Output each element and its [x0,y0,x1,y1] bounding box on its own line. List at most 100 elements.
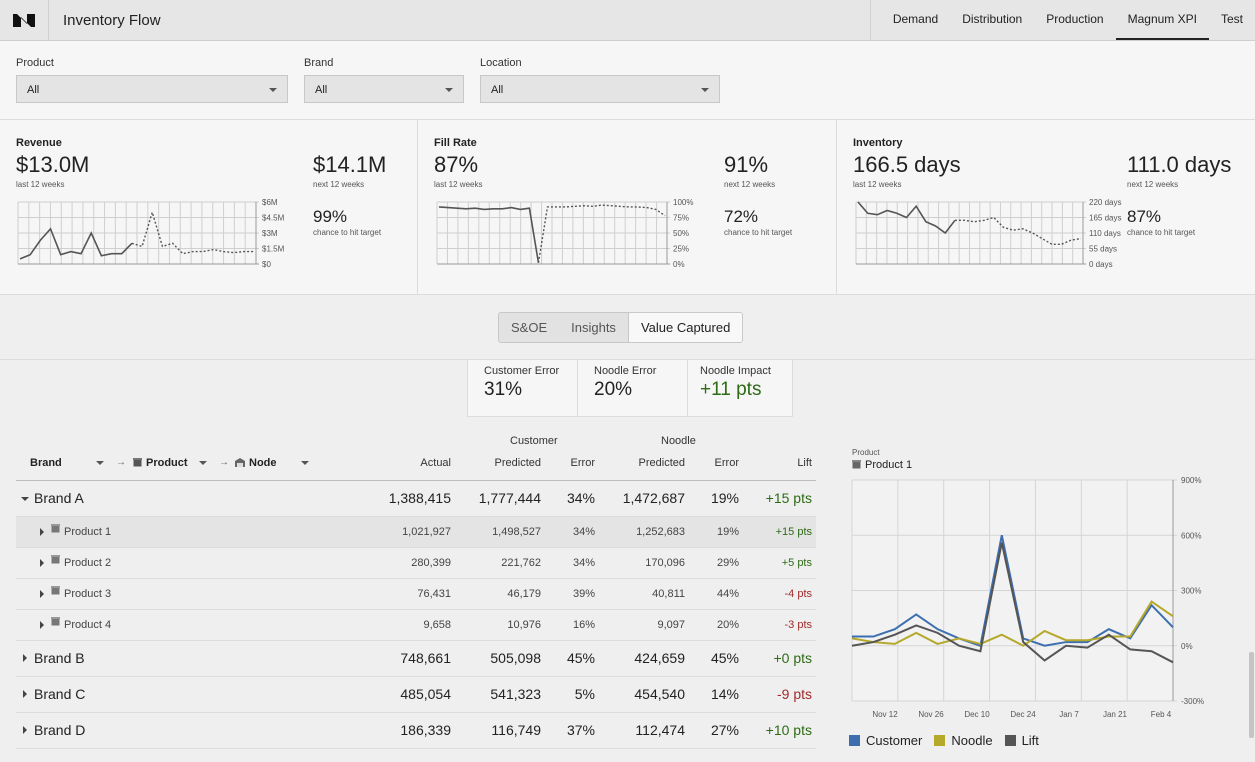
brand-row[interactable]: Brand A 1,388,415 1,777,444 34% 1,472,687 19%… [16,481,816,517]
tab-magnum-xpi[interactable]: Magnum XPI [1115,0,1209,40]
divider [0,359,1255,360]
noodle-pred-cell: 454,540 [634,686,685,702]
chevron-right-icon[interactable] [40,621,44,629]
noodle-predicted-col-header[interactable]: Predicted [638,457,685,469]
kpi-chance-label: chance to hit target [1127,228,1196,237]
summary-value: 20% [594,379,633,400]
fill-rate-sparkline: 100% 75% 50% 25% 0% [436,198,693,269]
noodle-pred-cell: 40,811 [652,588,685,600]
product-row[interactable]: Product 1 1,021,927 1,498,527 34% 1,252,683 1… [16,517,816,548]
product-select[interactable]: All [16,75,288,103]
tab-test[interactable]: Test [1220,12,1243,26]
box-icon [133,458,142,467]
customer-predicted-col-header[interactable]: Predicted [494,457,541,469]
series-line-customer [852,535,1174,648]
inventory-kpi-panel: Inventory 166.5 days last 12 weeks 111.0… [837,120,1255,295]
app-title: Inventory Flow [63,12,161,29]
row-name: Brand D [34,722,86,738]
cust-pred-cell: 46,179 [507,588,541,600]
revenue-kpi-panel: Revenue $13.0M last 12 weeks $14.1M next… [0,120,418,295]
noodle-error-col-header[interactable]: Error [714,457,739,469]
legend-customer[interactable]: Customer [849,733,922,748]
lift-cell: -4 pts [784,588,812,600]
product-row[interactable]: Product 3 76,431 46,179 39% 40,811 44% -4 pts [16,579,816,610]
arrow-right-icon: → [116,457,126,468]
actual-cell: 485,054 [400,686,451,702]
kpi-last-value: $13.0M [16,152,90,177]
chevron-right-icon[interactable] [23,690,27,698]
spark-forecast-line [954,216,1082,245]
kpi-last-value: 87% [434,152,479,177]
brand-row[interactable]: Brand D 186,339 116,749 37% 112,474 27% +10 pt… [16,713,816,749]
lift-col-header[interactable]: Lift [797,457,812,469]
tab-distribution[interactable]: Distribution [962,12,1023,26]
spark-axis-tick: $4.5M [262,214,285,223]
chevron-right-icon[interactable] [23,654,27,662]
row-name: Brand C [34,686,86,702]
lift-cell: +5 pts [781,557,812,569]
cust-pred-cell: 1,777,444 [478,490,541,506]
cust-err-cell: 16% [572,619,595,631]
view-toggle: S&OE Insights Value Captured [498,312,744,343]
kpi-chance-value: 72% [724,207,759,226]
noodle-err-cell: 19% [710,490,739,506]
swatch [1004,735,1016,746]
spark-actual-line [857,201,956,235]
scrollbar-thumb[interactable] [1249,652,1254,738]
brand-row[interactable]: Brand B 748,661 505,098 45% 424,659 45% +0 pts [16,641,816,677]
product-hier-dropdown[interactable] [199,461,207,465]
lift-cell: +10 pts [765,722,812,738]
product-filter-label: Product [16,57,54,69]
noodle-pred-cell: 112,474 [635,722,685,738]
app-logo[interactable] [0,0,49,40]
cust-pred-cell: 505,098 [490,650,541,666]
toggle-value-captured[interactable]: Value Captured [627,313,743,342]
chevron-down-icon[interactable] [21,497,29,501]
x-tick-label: Nov 26 [918,710,944,719]
kpi-last-label: last 12 weeks [853,180,902,189]
product-row[interactable]: Product 4 9,658 10,976 16% 9,097 20% -3 pts [16,610,816,641]
legend-lift[interactable]: Lift [1004,733,1039,748]
arrow-right-icon: → [219,457,229,468]
kpi-next-value: 111.0 days [1127,152,1232,177]
row-name: Product 2 [64,557,112,569]
location-select[interactable]: All [480,75,720,103]
chevron-right-icon[interactable] [40,590,44,598]
kpi-chance-value: 87% [1127,207,1162,226]
row-name: Brand A [34,490,84,506]
x-tick-label: Dec 24 [1010,710,1036,719]
chevron-right-icon[interactable] [40,528,44,536]
chevron-right-icon[interactable] [23,726,27,734]
detail-chart-product: Product 1 [865,459,913,471]
cust-err-cell: 5% [574,686,595,702]
x-tick-label: Nov 12 [872,710,898,719]
noodle-err-cell: 27% [710,722,739,738]
revenue-sparkline: $6M $4.5M $3M $1.5M $0 [17,198,285,269]
product-row[interactable]: Product 2 280,399 221,762 34% 170,096 29% +5 p… [16,548,816,579]
kpi-last-label: last 12 weeks [16,180,65,189]
spark-axis-tick: $3M [262,229,278,238]
toggle-soe[interactable]: S&OE [511,320,548,335]
tab-demand[interactable]: Demand [892,12,939,26]
chevron-right-icon[interactable] [40,559,44,567]
location-select-value: All [491,84,504,96]
spark-axis-tick: 220 days [1089,198,1121,207]
brand-hier-dropdown[interactable] [96,461,104,465]
spark-axis-tick: 165 days [1089,214,1121,223]
spark-axis-tick: 0 days [1089,260,1113,269]
node-hier-dropdown[interactable] [301,461,309,465]
product-hier-label: Product [146,457,188,469]
legend-noodle[interactable]: Noodle [934,733,993,748]
brand-select[interactable]: All [304,75,464,103]
spark-forecast-line [131,209,254,255]
kpi-next-value: 91% [724,152,769,177]
tab-production[interactable]: Production [1046,12,1104,26]
spark-axis-tick: 75% [673,214,689,223]
actual-col-header[interactable]: Actual [420,457,451,469]
legend-label: Lift [1021,733,1039,748]
cust-pred-cell: 1,498,527 [492,526,541,538]
toggle-insights[interactable]: Insights [571,320,616,335]
customer-error-col-header[interactable]: Error [570,457,595,469]
kpi-last-label: last 12 weeks [434,180,483,189]
brand-row[interactable]: Brand C 485,054 541,323 5% 454,540 14% -9 pts [16,677,816,713]
